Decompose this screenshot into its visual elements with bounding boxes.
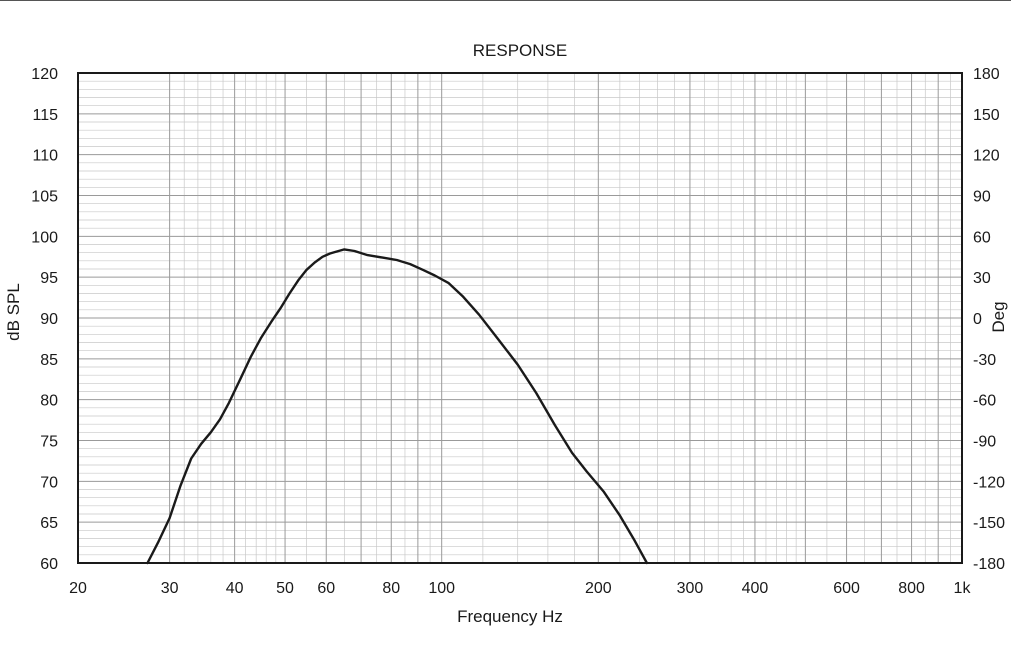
y2-tick-label: -60	[973, 393, 996, 410]
x-tick-label: 40	[226, 580, 244, 597]
x-tick-label: 50	[276, 580, 294, 597]
x-tick-label: 60	[317, 580, 335, 597]
y2-tick-label: 150	[973, 107, 1000, 124]
y-tick-label: 110	[32, 148, 58, 165]
x-tick-label: 30	[161, 580, 179, 597]
x-tick-label: 400	[742, 580, 769, 597]
y-tick-label: 60	[40, 556, 58, 573]
y2-tick-label: -30	[973, 352, 996, 369]
y-tick-label: 120	[31, 66, 58, 83]
y-tick-label: 80	[40, 393, 58, 410]
grid-major	[78, 72, 962, 564]
y-tick-label: 95	[40, 270, 58, 287]
spl-response-line	[146, 248, 649, 565]
y2-tick-label: 90	[973, 189, 991, 206]
x-tick-label: 20	[69, 580, 87, 597]
series-group	[146, 248, 649, 565]
y-axis-label: dB SPL	[4, 283, 23, 341]
y-tick-label: 115	[32, 107, 58, 124]
x-tick-label: 80	[382, 580, 400, 597]
y-tick-label: 75	[40, 434, 58, 451]
y2-tick-labels: -180 -150 -120 -90 -60 -30 0 30 60 90 120 150 180	[973, 66, 1005, 573]
y2-tick-label: 120	[973, 148, 1000, 165]
y2-tick-label: -150	[973, 515, 1005, 532]
x-tick-labels: 20 30 40 50 60 80 100 200 300 400 600 800 1k	[69, 580, 971, 597]
y2-tick-label: 0	[973, 311, 982, 328]
x-tick-label: 600	[833, 580, 860, 597]
y2-tick-label: 30	[973, 270, 991, 287]
y2-axis-label: Deg	[989, 301, 1008, 332]
x-tick-label: 300	[677, 580, 704, 597]
y2-tick-label: -120	[973, 474, 1005, 491]
y-tick-label: 100	[31, 229, 58, 246]
y-tick-label: 85	[40, 352, 58, 369]
y-tick-label: 105	[31, 189, 58, 206]
x-tick-label: 100	[428, 580, 455, 597]
y2-tick-label: 180	[973, 66, 1000, 83]
y-tick-label: 70	[40, 474, 58, 491]
chart-title: RESPONSE	[473, 41, 567, 60]
x-axis-label: Frequency Hz	[457, 607, 563, 626]
y-tick-labels: 60 65 70 75 80 85 90 95 100 105 110 115 120	[31, 66, 58, 573]
top-rule	[0, 0, 1011, 1]
y-tick-label: 65	[40, 515, 58, 532]
y2-tick-label: 60	[973, 229, 991, 246]
y2-tick-label: -90	[973, 434, 996, 451]
x-tick-label: 200	[585, 580, 612, 597]
x-tick-label: 800	[898, 580, 925, 597]
y2-tick-label: -180	[973, 556, 1005, 573]
x-tick-label: 1k	[954, 580, 972, 597]
plot-frame	[77, 72, 963, 564]
y-tick-label: 90	[40, 311, 58, 328]
